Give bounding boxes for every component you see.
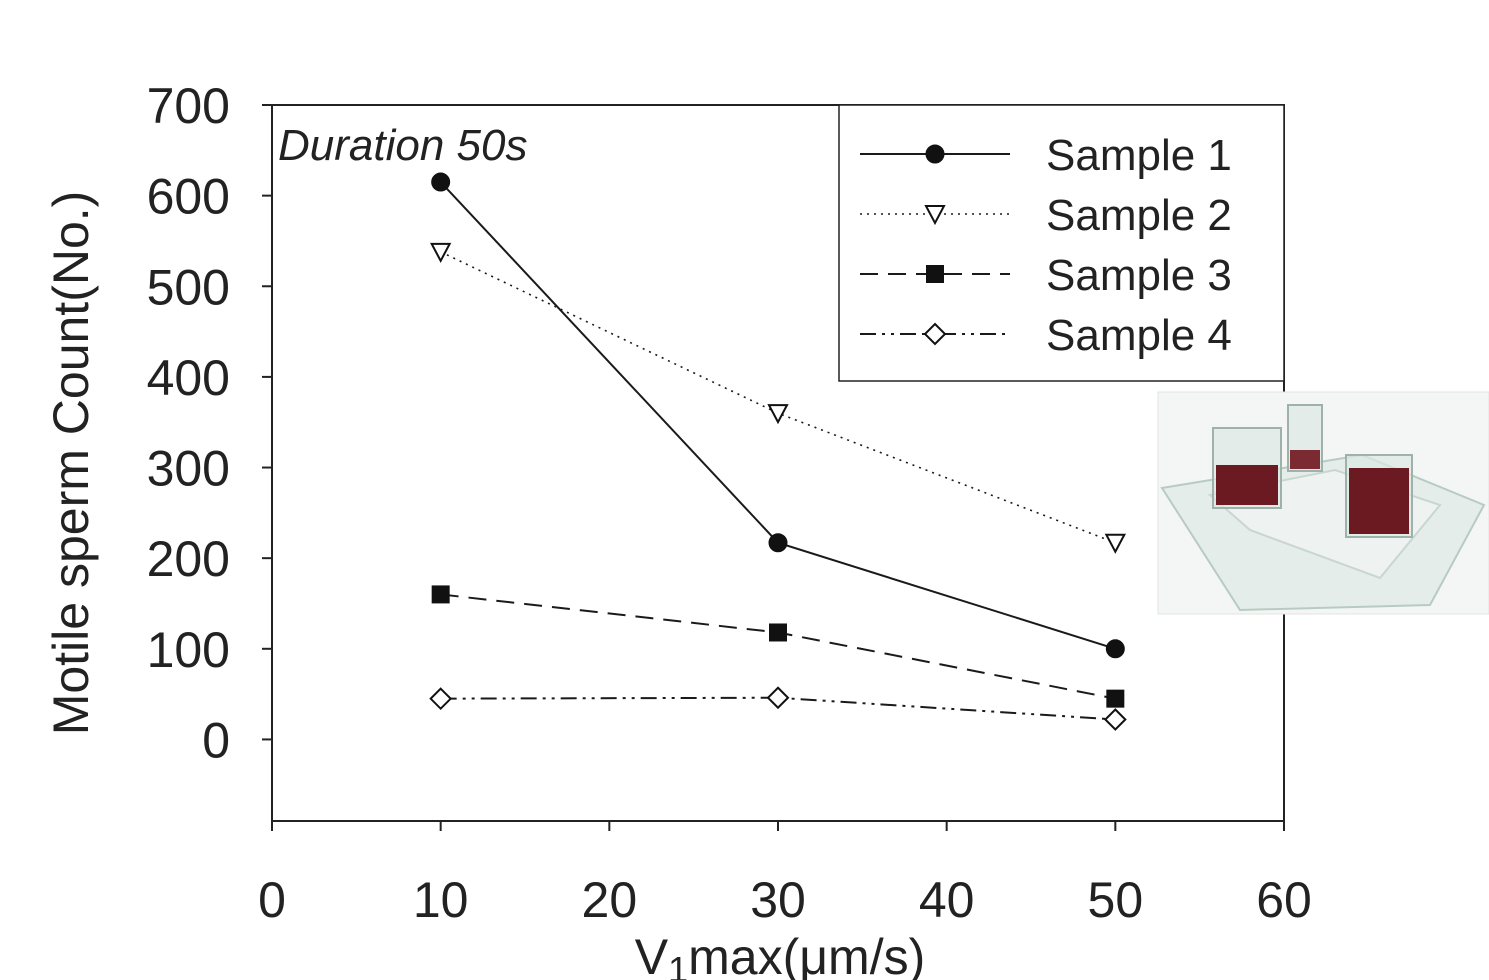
legend-label: Sample 4 — [1046, 311, 1232, 360]
reservoir-right-liquid — [1349, 468, 1409, 534]
reservoir-small-liquid — [1290, 450, 1320, 469]
legend-item: Sample 2 — [860, 191, 1232, 240]
x-tick-label: 0 — [258, 872, 286, 928]
reservoir-left-liquid — [1216, 465, 1278, 505]
x-tick-label: 20 — [582, 872, 638, 928]
microfluidic-device-photo-icon — [1160, 404, 1486, 612]
legend: Sample 1 Sample 2 Sample 3 Sample 4 — [838, 104, 1285, 382]
y-tick-label: 500 — [147, 259, 230, 315]
data-point — [431, 585, 450, 604]
series-2 — [430, 242, 1126, 554]
x-tick-label: 50 — [1088, 872, 1144, 928]
data-point — [766, 686, 790, 710]
y-tick-label: 200 — [147, 531, 230, 587]
series-4 — [429, 686, 1127, 731]
series-layer — [429, 172, 1127, 731]
legend-marker — [923, 322, 947, 346]
legend-items: Sample 1 Sample 2 Sample 3 Sample 4 — [860, 131, 1232, 360]
y-tick-label: 300 — [147, 441, 230, 497]
y-tick-label: 0 — [202, 712, 230, 768]
data-point — [1103, 708, 1127, 731]
data-point — [768, 533, 788, 553]
y-tick-label: 600 — [147, 169, 230, 225]
data-point — [430, 242, 452, 263]
legend-item: Sample 4 — [860, 311, 1232, 360]
x-tick-label: 40 — [919, 872, 975, 928]
x-tick-label: 30 — [750, 872, 806, 928]
legend-marker — [925, 144, 945, 164]
x-axis-title-suffix: max(μm/s) — [688, 929, 925, 980]
annotation: Duration 50s — [278, 121, 527, 170]
data-point — [1106, 689, 1125, 708]
series-3 — [431, 585, 1125, 708]
legend-label: Sample 1 — [1046, 131, 1232, 180]
legend-marker — [924, 205, 946, 226]
y-tick-label: 700 — [147, 78, 230, 134]
legend-label: Sample 2 — [1046, 191, 1232, 240]
series-line — [440, 696, 1116, 721]
series-1 — [431, 172, 1125, 659]
y-tick-label: 100 — [147, 622, 230, 678]
data-point — [1105, 639, 1125, 659]
inset-photo — [1157, 391, 1489, 615]
data-point — [431, 172, 451, 192]
x-axis-title-subscript: 1 — [668, 949, 688, 980]
data-point — [429, 687, 453, 711]
x-axis-title: V1max(μm/s) — [635, 929, 926, 980]
series-line — [440, 593, 1116, 700]
legend-label: Sample 3 — [1046, 251, 1232, 300]
data-point — [1104, 533, 1126, 554]
data-point — [769, 623, 787, 642]
y-tick-label: 400 — [147, 350, 230, 406]
legend-marker — [926, 265, 944, 283]
legend-item: Sample 3 — [860, 251, 1232, 300]
y-axis-title: Motile sperm Count(No.) — [43, 191, 99, 736]
x-tick-label: 60 — [1256, 872, 1312, 928]
data-point — [767, 404, 789, 425]
x-axis-title-prefix: V — [635, 929, 669, 980]
legend-item: Sample 1 — [860, 131, 1232, 180]
x-tick-label: 10 — [413, 872, 469, 928]
